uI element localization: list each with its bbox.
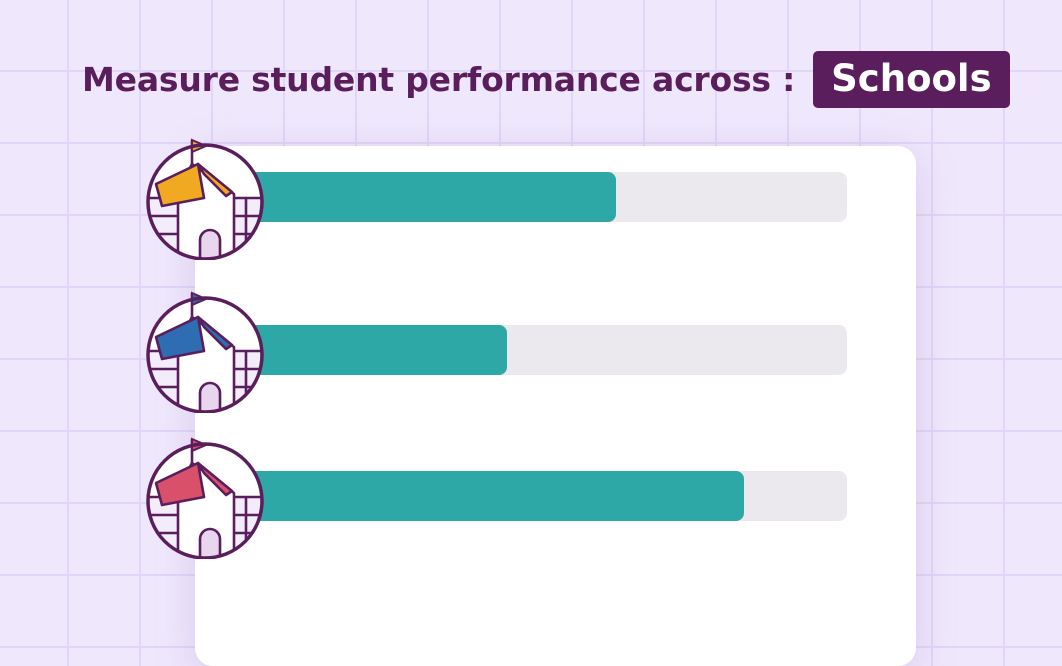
bar-row (0, 431, 1062, 561)
bar-track (240, 471, 847, 521)
headline: Measure student performance across : Sch… (82, 46, 1010, 112)
bar-track (240, 172, 847, 222)
bar (240, 172, 617, 222)
chart-card (195, 146, 916, 666)
schools-badge: Schools (813, 50, 1010, 108)
bar-row (0, 285, 1062, 415)
bar-row (0, 132, 1062, 262)
bar (240, 471, 744, 521)
headline-text: Measure student performance across : (82, 59, 796, 99)
bar (240, 325, 508, 375)
school-icon (142, 134, 268, 261)
school-icon (142, 287, 268, 414)
school-icon (142, 433, 268, 560)
bar-track (240, 325, 847, 375)
